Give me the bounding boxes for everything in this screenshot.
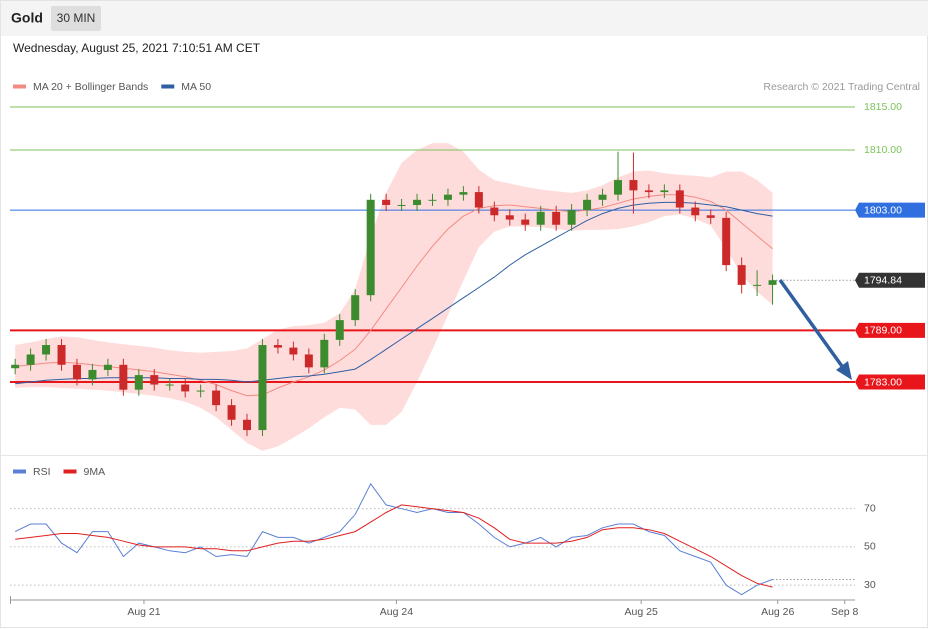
legend-label: RSI	[33, 466, 51, 478]
candle-body	[351, 295, 360, 321]
candle-body	[428, 199, 437, 201]
header-bar	[1, 1, 928, 36]
candle-body	[181, 384, 190, 392]
level-label: 1815.00	[864, 101, 902, 113]
candle-body	[134, 375, 143, 390]
credit: Research © 2021 Trading Central	[763, 81, 920, 93]
candle-body	[42, 345, 51, 355]
candle-body	[243, 419, 252, 431]
x-tick-label: Aug 26	[761, 606, 794, 618]
candle-body	[675, 190, 684, 208]
level-label-box	[855, 202, 925, 218]
candle-body	[706, 215, 715, 218]
candle-body	[273, 345, 282, 348]
candle-body	[26, 354, 35, 365]
candle-body	[212, 390, 221, 406]
x-tick-label: Aug 21	[127, 606, 160, 618]
level-label: 1810.00	[864, 144, 902, 156]
candle-body	[413, 199, 422, 205]
candle-body	[629, 180, 638, 191]
candle-body	[552, 211, 561, 225]
legend-swatch	[13, 84, 26, 89]
candle-body	[567, 210, 576, 225]
level-label-box	[855, 272, 925, 288]
candle-body	[165, 384, 174, 386]
indicator-line	[14, 482, 773, 596]
candle-body	[536, 211, 545, 225]
candle-body	[459, 192, 468, 195]
candle-body	[11, 364, 20, 369]
legend-label: MA 50	[181, 81, 211, 93]
level-label-box	[855, 322, 925, 338]
legend-swatch	[13, 469, 26, 474]
candle-body	[196, 390, 205, 392]
legend-label: 9MA	[84, 466, 106, 478]
x-tick-label: Sep 8	[831, 606, 859, 618]
candle-body	[644, 190, 653, 193]
candle-body	[150, 375, 159, 385]
legend-swatch	[161, 84, 175, 89]
projection-arrow	[778, 278, 846, 371]
candle-body	[72, 364, 81, 380]
candle-body	[583, 199, 592, 211]
candle-body	[227, 405, 236, 420]
indicator-line	[15, 504, 773, 588]
moving-average	[15, 194, 773, 397]
candle-body	[88, 369, 97, 380]
candle-body	[598, 194, 607, 200]
instrument-title: Gold	[11, 10, 43, 26]
candle-body	[521, 219, 530, 225]
candle-body	[366, 199, 375, 296]
candle-body	[768, 280, 777, 285]
x-tick-label: Aug 25	[625, 606, 658, 618]
candle-body	[753, 284, 762, 286]
interval-label[interactable]: 30 MIN	[57, 11, 96, 25]
candle-body	[57, 345, 66, 365]
candle-body	[613, 180, 622, 195]
level-label: 1794.84	[864, 275, 902, 287]
bollinger-band	[15, 143, 773, 451]
projection-arrowhead	[836, 361, 852, 380]
level-label: 1783.00	[864, 376, 902, 388]
candle-body	[119, 364, 128, 390]
interval-chip[interactable]	[51, 6, 101, 31]
legend-swatch	[63, 469, 77, 474]
candle-body	[320, 339, 329, 368]
candle-body	[443, 194, 452, 200]
candle-body	[490, 207, 499, 216]
candle-body	[103, 364, 112, 370]
candle-body	[474, 192, 483, 208]
legend-label: MA 20 + Bollinger Bands	[33, 81, 148, 93]
candle-body	[335, 320, 344, 340]
level-label: 1803.00	[864, 204, 902, 216]
candle-body	[660, 190, 669, 193]
level-label-box	[855, 374, 925, 390]
candle-body	[397, 204, 406, 206]
x-tick-label: Aug 24	[380, 606, 413, 618]
candle-body	[382, 199, 391, 205]
timestamp: Wednesday, August 25, 2021 7:10:51 AM CE…	[13, 41, 261, 55]
candle-body	[737, 265, 746, 285]
candle-body	[289, 347, 298, 355]
candle-body	[505, 215, 514, 220]
y-tick-label: 30	[864, 579, 876, 591]
candle-body	[722, 217, 731, 266]
candle-body	[304, 354, 313, 368]
candle-body	[691, 207, 700, 216]
candle-body	[258, 345, 267, 431]
level-label: 1789.00	[864, 325, 902, 337]
y-tick-label: 70	[864, 502, 876, 514]
y-tick-label: 50	[864, 541, 876, 553]
